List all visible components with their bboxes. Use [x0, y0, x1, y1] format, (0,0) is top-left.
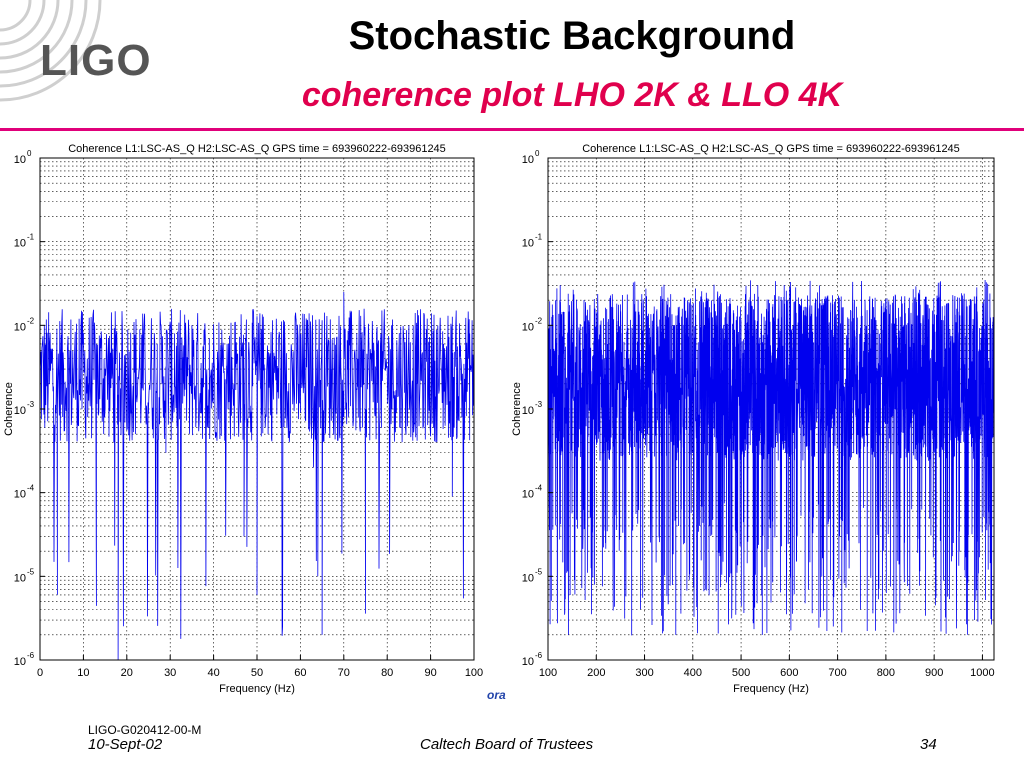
x-tick-label: 60 — [294, 667, 306, 679]
y-tick-label: 10 — [522, 656, 534, 668]
y-tick-label: 10 — [14, 238, 26, 250]
y-tick-label: 10 — [522, 572, 534, 584]
x-tick-label: 100 — [465, 667, 483, 679]
y-axis-label: Coherence — [3, 382, 15, 436]
y-tick-label: 10 — [14, 405, 26, 417]
y-tick-exponent: -3 — [535, 400, 543, 409]
coherence-plot-left: 0 10 20 30 40 50 60 70 80 90 10010-610-510-410-310… — [3, 143, 483, 695]
y-tick-label: 10 — [522, 238, 534, 250]
y-tick-exponent: -4 — [27, 484, 35, 493]
x-tick-label: 700 — [828, 667, 846, 679]
x-tick-label: 200 — [587, 667, 605, 679]
x-tick-label: 0 — [37, 667, 43, 679]
y-tick-exponent: -6 — [535, 651, 543, 660]
y-tick-exponent: -6 — [27, 651, 35, 660]
footer-doc-id: LIGO-G020412-00-M — [88, 723, 202, 737]
y-tick-label: 10 — [14, 572, 26, 584]
y-tick-label: 10 — [14, 489, 26, 501]
x-tick-label: 600 — [780, 667, 798, 679]
x-axis-label: Frequency (Hz) — [219, 683, 295, 695]
x-tick-label: 800 — [877, 667, 895, 679]
y-tick-label: 10 — [14, 656, 26, 668]
footer-center: Caltech Board of Trustees — [420, 736, 594, 753]
y-tick-exponent: -5 — [27, 567, 35, 576]
y-tick-label: 10 — [14, 154, 26, 166]
y-tick-label: 10 — [522, 321, 534, 333]
y-tick-exponent: -1 — [535, 233, 543, 242]
y-tick-exponent: -1 — [27, 233, 35, 242]
footer-page-number: 34 — [920, 736, 937, 753]
x-tick-label: 40 — [207, 667, 219, 679]
plot-title: Coherence L1:LSC-AS_Q H2:LSC-AS_Q GPS ti… — [582, 143, 960, 155]
x-tick-label: 900 — [925, 667, 943, 679]
stray-label: ora — [487, 688, 506, 702]
title-divider — [0, 128, 1024, 131]
footer-date: 10-Sept-02 — [88, 736, 163, 753]
y-tick-exponent: -4 — [535, 484, 543, 493]
y-tick-exponent: 0 — [27, 149, 32, 158]
x-tick-label: 20 — [121, 667, 133, 679]
y-tick-label: 10 — [522, 489, 534, 501]
x-tick-label: 70 — [338, 667, 350, 679]
coherence-trace — [547, 279, 995, 636]
y-tick-label: 10 — [522, 154, 534, 166]
ligo-logo: LIGO — [0, 0, 170, 110]
x-tick-label: 500 — [732, 667, 750, 679]
y-tick-label: 10 — [14, 321, 26, 333]
slide-subtitle: coherence plot LHO 2K & LLO 4K — [301, 76, 843, 114]
x-tick-label: 10 — [77, 667, 89, 679]
x-tick-label: 80 — [381, 667, 393, 679]
x-tick-label: 100 — [539, 667, 557, 679]
coherence-trace — [39, 291, 475, 661]
x-tick-label: 30 — [164, 667, 176, 679]
y-axis-label: Coherence — [511, 382, 523, 436]
slide-title: Stochastic Background — [348, 14, 796, 58]
x-tick-label: 50 — [251, 667, 263, 679]
y-tick-exponent: 0 — [535, 149, 540, 158]
x-axis-label: Frequency (Hz) — [733, 683, 809, 695]
coherence-plot-right: 100 200 300 400 500 600 700 800 900 100010-610-51… — [511, 143, 995, 695]
y-tick-label: 10 — [522, 405, 534, 417]
x-tick-label: 90 — [424, 667, 436, 679]
y-tick-exponent: -2 — [535, 316, 543, 325]
x-tick-label: 1000 — [970, 667, 994, 679]
y-tick-exponent: -2 — [27, 316, 35, 325]
logo-text: LIGO — [40, 36, 152, 85]
x-tick-label: 300 — [635, 667, 653, 679]
y-tick-exponent: -5 — [535, 567, 543, 576]
plot-title: Coherence L1:LSC-AS_Q H2:LSC-AS_Q GPS ti… — [68, 143, 446, 155]
y-tick-exponent: -3 — [27, 400, 35, 409]
x-tick-label: 400 — [684, 667, 702, 679]
